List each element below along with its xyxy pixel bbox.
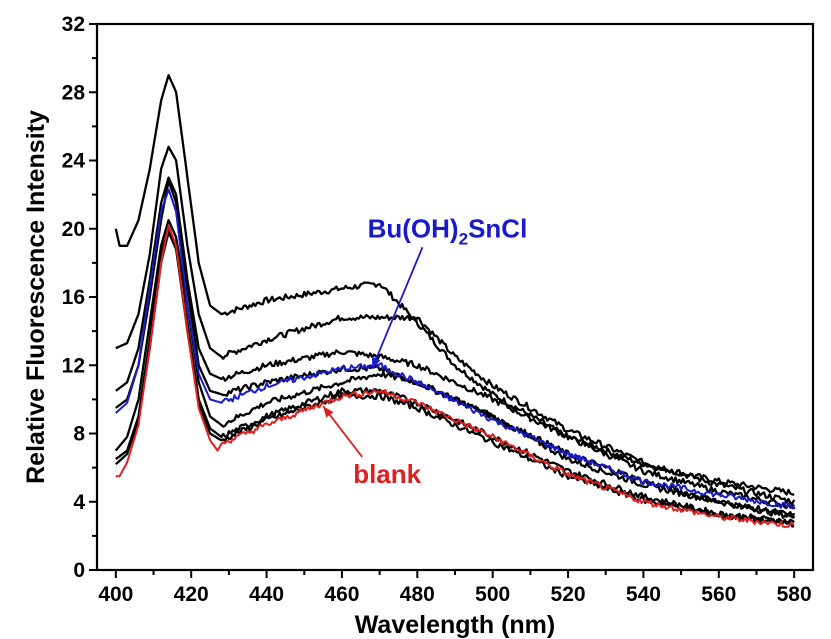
- y-tick-label: 4: [73, 491, 85, 514]
- series-line-1: [114, 74, 795, 496]
- plot-lines: [114, 74, 796, 528]
- y-tick-label: 24: [62, 150, 86, 173]
- y-tick-label: 20: [62, 218, 85, 241]
- x-tick-label: 500: [475, 583, 510, 606]
- x-tick-label: 480: [400, 583, 435, 606]
- x-tick-label: 400: [98, 583, 133, 606]
- series-line-2: [115, 145, 796, 505]
- series-line-5: [114, 219, 796, 519]
- x-tick-label: 560: [701, 583, 736, 606]
- annotation-label-1: Bu(OH)2SnCl: [368, 213, 528, 248]
- series-line-9: [115, 224, 795, 528]
- series-line-8: [115, 188, 796, 510]
- y-axis-label: Relative Fluorescence Intensity: [22, 110, 50, 484]
- y-tick-label: 32: [62, 13, 85, 36]
- x-tick-label: 420: [174, 583, 209, 606]
- x-tick-label: 580: [777, 583, 812, 606]
- x-tick-label: 440: [249, 583, 284, 606]
- annotation-arrow-head: [323, 406, 334, 418]
- x-axis-label: Wavelength (nm): [355, 611, 555, 639]
- y-tick-label: 12: [62, 354, 85, 377]
- x-tick-label: 540: [626, 583, 661, 606]
- annotations: Bu(OH)2SnCl blank: [322, 213, 528, 489]
- series-line-6: [115, 227, 795, 525]
- y-tick-label: 0: [73, 559, 85, 582]
- series-line-3: [115, 176, 796, 510]
- y-tick-label: 28: [62, 81, 86, 104]
- y-tick-label: 16: [62, 286, 85, 309]
- y-tick-label: 8: [73, 423, 85, 446]
- axis-ticks: 400 420 440 460 480 500 520 540 560 580 0 4 8 12 16 20 2…: [62, 13, 812, 606]
- x-tick-label: 520: [551, 583, 586, 606]
- annotation-label-2: blank: [353, 459, 421, 489]
- annotation-arrow-line: [371, 246, 424, 370]
- x-tick-label: 460: [324, 583, 359, 606]
- annotation-arrow-head: [372, 356, 381, 369]
